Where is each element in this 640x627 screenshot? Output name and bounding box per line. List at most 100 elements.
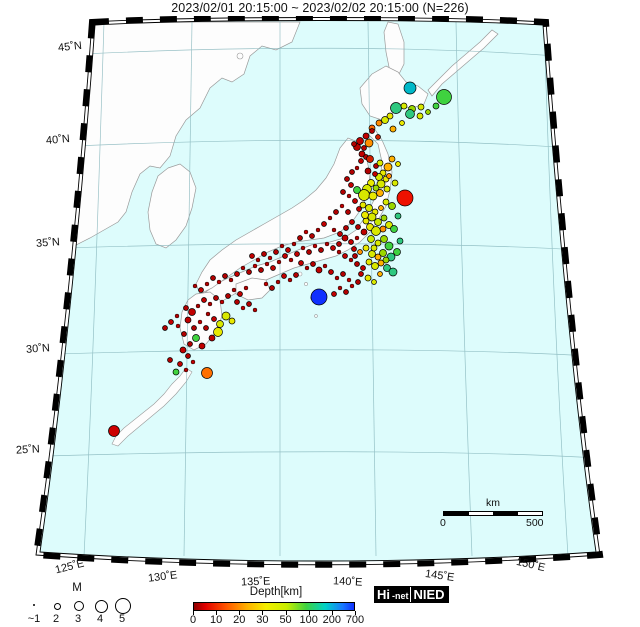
earthquake-marker[interactable] xyxy=(381,116,389,124)
earthquake-marker[interactable] xyxy=(365,204,373,212)
earthquake-marker[interactable] xyxy=(436,89,452,105)
map-panel[interactable]: 45˚N 40˚N 35˚N 30˚N 25˚N 125˚E 130˚E 135… xyxy=(0,16,640,589)
earthquake-marker[interactable] xyxy=(360,265,366,271)
earthquake-marker[interactable] xyxy=(388,155,396,163)
earthquake-marker[interactable] xyxy=(432,102,440,110)
earthquake-marker[interactable] xyxy=(321,221,327,227)
earthquake-marker[interactable] xyxy=(237,291,243,297)
earthquake-marker[interactable] xyxy=(221,311,231,321)
earthquake-marker[interactable] xyxy=(395,161,401,167)
earthquake-marker[interactable] xyxy=(213,295,219,301)
earthquake-marker[interactable] xyxy=(177,361,183,367)
earthquake-marker[interactable] xyxy=(264,261,270,267)
earthquake-marker[interactable] xyxy=(243,285,249,291)
earthquake-marker[interactable] xyxy=(303,229,309,235)
map-canvas[interactable] xyxy=(0,16,640,576)
earthquake-marker[interactable] xyxy=(174,313,180,319)
earthquake-marker[interactable] xyxy=(108,425,120,437)
earthquake-marker[interactable] xyxy=(359,201,367,209)
earthquake-marker[interactable] xyxy=(362,132,370,140)
earthquake-marker[interactable] xyxy=(399,120,405,126)
earthquake-marker[interactable] xyxy=(355,279,361,285)
earthquake-marker[interactable] xyxy=(167,357,173,363)
earthquake-marker[interactable] xyxy=(358,150,366,158)
earthquake-marker[interactable] xyxy=(331,227,337,233)
earthquake-marker[interactable] xyxy=(364,138,374,148)
earthquake-marker[interactable] xyxy=(396,237,404,245)
earthquake-marker[interactable] xyxy=(377,271,383,277)
earthquake-marker[interactable] xyxy=(276,259,282,265)
earthquake-marker[interactable] xyxy=(318,247,324,253)
earthquake-marker[interactable] xyxy=(331,291,337,297)
earthquake-marker[interactable] xyxy=(368,191,378,201)
earthquake-marker[interactable] xyxy=(393,248,401,256)
earthquake-marker[interactable] xyxy=(339,203,345,209)
earthquake-marker[interactable] xyxy=(390,102,402,114)
earthquake-marker[interactable] xyxy=(361,211,369,219)
earthquake-marker[interactable] xyxy=(370,244,378,252)
earthquake-marker[interactable] xyxy=(188,308,196,316)
earthquake-marker[interactable] xyxy=(383,185,391,193)
earthquake-marker[interactable] xyxy=(349,219,355,225)
earthquake-marker[interactable] xyxy=(374,253,382,261)
earthquake-marker[interactable] xyxy=(388,202,396,210)
earthquake-marker[interactable] xyxy=(228,277,234,283)
earthquake-marker[interactable] xyxy=(333,209,339,215)
earthquake-marker[interactable] xyxy=(375,134,381,140)
earthquake-marker[interactable] xyxy=(351,141,357,147)
earthquake-marker[interactable] xyxy=(357,249,363,255)
earthquake-marker[interactable] xyxy=(304,265,310,271)
earthquake-marker[interactable] xyxy=(315,266,323,274)
earthquake-marker[interactable] xyxy=(341,234,349,242)
earthquake-marker[interactable] xyxy=(207,301,213,307)
earthquake-marker[interactable] xyxy=(216,320,224,328)
earthquake-marker[interactable] xyxy=(219,299,225,305)
earthquake-marker[interactable] xyxy=(385,221,393,229)
earthquake-marker[interactable] xyxy=(185,353,191,359)
earthquake-marker[interactable] xyxy=(362,244,370,252)
earthquake-marker[interactable] xyxy=(195,303,201,309)
earthquake-marker[interactable] xyxy=(388,267,398,277)
earthquake-marker[interactable] xyxy=(380,235,388,243)
earthquake-marker[interactable] xyxy=(396,189,414,207)
earthquake-marker[interactable] xyxy=(372,184,380,192)
earthquake-marker[interactable] xyxy=(322,263,328,269)
earthquake-marker[interactable] xyxy=(386,173,392,179)
earthquake-marker[interactable] xyxy=(405,109,415,119)
earthquake-marker[interactable] xyxy=(309,233,315,239)
earthquake-marker[interactable] xyxy=(374,218,382,226)
earthquake-marker[interactable] xyxy=(210,275,216,281)
earthquake-marker[interactable] xyxy=(354,235,360,241)
earthquake-marker[interactable] xyxy=(348,182,354,188)
earthquake-marker[interactable] xyxy=(297,235,303,241)
earthquake-marker[interactable] xyxy=(273,249,279,255)
earthquake-marker[interactable] xyxy=(187,341,193,347)
earthquake-marker[interactable] xyxy=(222,273,228,279)
earthquake-marker[interactable] xyxy=(246,269,252,275)
earthquake-marker[interactable] xyxy=(345,209,351,215)
earthquake-marker[interactable] xyxy=(270,265,276,271)
earthquake-marker[interactable] xyxy=(337,231,343,237)
earthquake-marker[interactable] xyxy=(417,103,425,111)
earthquake-marker[interactable] xyxy=(348,239,354,245)
earthquake-marker[interactable] xyxy=(362,217,370,225)
earthquake-marker[interactable] xyxy=(340,189,346,195)
earthquake-marker[interactable] xyxy=(358,271,364,277)
earthquake-marker[interactable] xyxy=(349,283,355,289)
earthquake-marker[interactable] xyxy=(425,109,431,115)
earthquake-marker[interactable] xyxy=(225,293,231,299)
earthquake-marker[interactable] xyxy=(376,179,386,189)
earthquake-marker[interactable] xyxy=(340,271,346,277)
earthquake-marker[interactable] xyxy=(356,137,364,145)
earthquake-marker[interactable] xyxy=(354,165,360,171)
earthquake-marker[interactable] xyxy=(306,249,312,255)
earthquake-marker[interactable] xyxy=(172,368,180,376)
earthquake-marker[interactable] xyxy=(371,279,377,285)
earthquake-marker[interactable] xyxy=(383,162,393,172)
earthquake-marker[interactable] xyxy=(372,171,378,177)
earthquake-marker[interactable] xyxy=(337,285,343,291)
earthquake-marker[interactable] xyxy=(282,253,288,259)
earthquake-marker[interactable] xyxy=(288,257,294,263)
earthquake-marker[interactable] xyxy=(203,325,209,331)
earthquake-marker[interactable] xyxy=(234,271,240,277)
